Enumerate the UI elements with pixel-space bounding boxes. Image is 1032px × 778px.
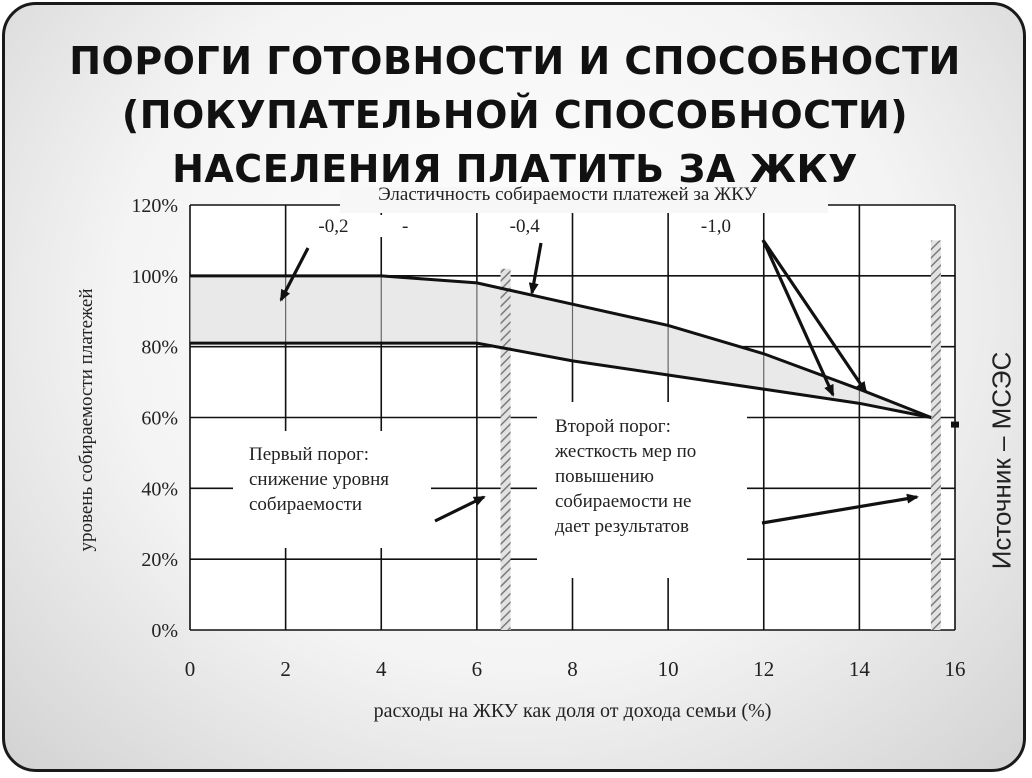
second-threshold-line-5: дает результатов bbox=[555, 516, 689, 537]
second-threshold-line-2: жесткость мер по bbox=[555, 441, 697, 462]
title-line-1: ПОРОГИ ГОТОВНОСТИ И СПОСОБНОСТИ bbox=[69, 39, 961, 83]
chart-title: ПОРОГИ ГОТОВНОСТИ И СПОСОБНОСТИ (ПОКУПАТ… bbox=[60, 34, 970, 196]
elasticity-caption: Эластичность собираемости платежей за ЖК… bbox=[378, 184, 757, 205]
y-tick-label: 80% bbox=[141, 337, 178, 359]
second-threshold-line-4: собираемости не bbox=[555, 491, 692, 512]
annotation-arrow bbox=[761, 239, 835, 397]
y-tick-label: 60% bbox=[141, 408, 178, 430]
y-tick-label: 100% bbox=[131, 266, 178, 288]
elasticity-label-bg bbox=[496, 215, 553, 237]
y-tick-label: 40% bbox=[141, 478, 178, 500]
source-text: Источник – МСЭС bbox=[986, 351, 1017, 569]
x-tick-label: 8 bbox=[567, 657, 578, 681]
x-tick-label: 6 bbox=[472, 657, 483, 681]
elasticity-label: -0,2 bbox=[318, 216, 348, 237]
first-threshold-note: Первый порог: снижение уровня собираемос… bbox=[233, 431, 431, 548]
source-label: Источник – МСЭС bbox=[982, 340, 1022, 580]
x-tick-label: 14 bbox=[849, 657, 871, 681]
band-between-curves bbox=[190, 275, 932, 418]
elasticity-label-bg bbox=[305, 215, 362, 237]
annotation-arrow bbox=[434, 495, 486, 523]
x-tick-label: 10 bbox=[658, 657, 679, 681]
annotation-arrow bbox=[761, 239, 868, 394]
annotation-arrow bbox=[279, 247, 310, 302]
second-threshold-note: Второй порог: жесткость мер по повышению… bbox=[537, 402, 747, 578]
title-line-2: (ПОКУПАТЕЛЬНОЙ СПОСОБНОСТИ) bbox=[121, 93, 909, 137]
second-threshold-line-3: повышению bbox=[555, 466, 654, 487]
y-tick-label: 120% bbox=[131, 195, 178, 217]
x-tick-label: 4 bbox=[376, 657, 387, 681]
title-line-3: НАСЕЛЕНИЯ ПЛАТИТЬ ЗА ЖКУ bbox=[172, 147, 858, 191]
first-threshold-line-3: собираемости bbox=[249, 494, 363, 515]
y-tick-label: 20% bbox=[141, 549, 178, 571]
elasticity-label-bg bbox=[687, 215, 744, 237]
caption-mask bbox=[340, 187, 828, 213]
series-upper-line bbox=[190, 274, 932, 419]
annotation-arrow bbox=[761, 493, 919, 525]
threshold-bar bbox=[500, 268, 511, 630]
threshold-bar bbox=[930, 240, 941, 630]
series-lower-line bbox=[190, 341, 932, 419]
y-tick-label: 0% bbox=[151, 620, 178, 642]
first-threshold-line-2: снижение уровня bbox=[249, 469, 389, 490]
x-tick-label: 2 bbox=[280, 657, 291, 681]
annotation-arrow bbox=[528, 242, 543, 295]
elasticity-label: -1,0 bbox=[701, 216, 731, 237]
tail-mark bbox=[951, 421, 959, 428]
x-tick-label: 16 bbox=[945, 657, 966, 681]
elasticity-label: -0,4 bbox=[510, 216, 541, 237]
elasticity-label-bg bbox=[377, 215, 434, 237]
x-axis-title: расходы на ЖКУ как доля от дохода семьи … bbox=[374, 700, 772, 722]
x-tick-label: 12 bbox=[753, 657, 774, 681]
first-threshold-line-1: Первый порог: bbox=[249, 444, 370, 465]
second-threshold-line-1: Второй порог: bbox=[555, 416, 671, 437]
elasticity-label: - bbox=[402, 216, 408, 237]
y-axis-title: уровень собираемости платежей bbox=[76, 289, 97, 552]
x-tick-label: 0 bbox=[185, 657, 196, 681]
